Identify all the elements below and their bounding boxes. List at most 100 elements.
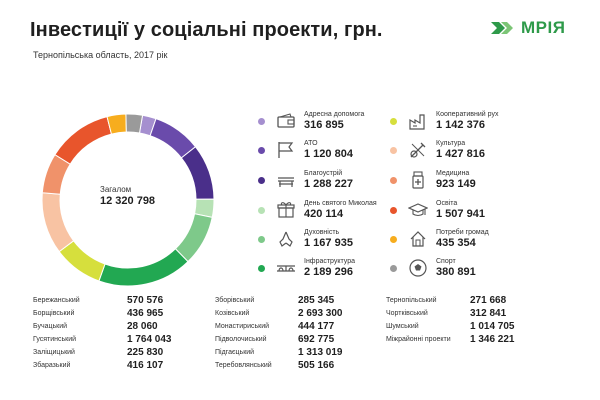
district-value: 271 668 <box>470 295 507 306</box>
district-name: Зборівський <box>215 297 255 304</box>
donut-slice-3 <box>180 146 215 200</box>
table-row: Шумський <box>386 323 419 330</box>
legend-item: Благоустрій 1 288 227 <box>258 170 353 190</box>
donut-slice-8 <box>41 192 75 253</box>
legend-value: 435 354 <box>436 237 476 249</box>
legend-item: Медицина 923 149 <box>390 170 476 190</box>
table-row: Теребовлянський <box>215 362 272 369</box>
legend-swatch <box>258 146 265 154</box>
district-name: Монастириський <box>215 322 270 330</box>
table-row: Бережанський <box>33 297 80 304</box>
soccer-ball-icon <box>409 259 427 277</box>
wallet-icon <box>277 113 295 128</box>
legend-value: 923 149 <box>436 178 476 190</box>
district-value: 444 177 <box>298 320 335 332</box>
district-value: 1 014 705 <box>470 320 515 332</box>
district-value: 436 965 <box>127 307 164 319</box>
district-name: Чортківський <box>386 309 428 317</box>
legend-swatch <box>390 206 397 214</box>
district-value: 1 313 019 <box>298 346 343 358</box>
district-value: 2 693 300 <box>298 307 343 319</box>
legend-item: Культура 1 427 816 <box>390 140 485 160</box>
legend-value: 1 142 376 <box>436 119 485 131</box>
praying-hands-icon <box>279 231 293 247</box>
district-value: 1 346 221 <box>470 333 515 345</box>
district-value: 505 166 <box>298 359 335 371</box>
table-row: Міжрайонні проекти <box>386 336 451 343</box>
legend-swatch <box>390 235 397 243</box>
legend-label: Потреби громад <box>436 229 489 236</box>
legend-label: Культура <box>436 140 466 147</box>
legend-value: 1 120 804 <box>304 148 353 160</box>
legend-swatch <box>390 117 397 125</box>
factory-icon <box>409 114 425 130</box>
table-row: Збаразький <box>33 362 70 369</box>
legend-swatch <box>258 206 265 214</box>
table-row: Заліщицький <box>33 349 75 356</box>
legend-item: АТО 1 120 804 <box>258 140 353 160</box>
legend-value: 2 189 296 <box>304 266 353 278</box>
brand-name: МРІЯ <box>521 18 566 37</box>
legend-value: 1 507 941 <box>436 208 485 220</box>
total-label: Загалом <box>100 185 132 194</box>
legend-item: Спорт 380 891 <box>390 258 476 278</box>
legend-value: 420 114 <box>304 208 344 220</box>
legend-item: Духовність 1 167 935 <box>258 229 353 249</box>
donut-slice-10 <box>54 115 113 165</box>
page-title: Інвестиції у соціальні проекти, грн. <box>30 19 383 41</box>
district-value: 416 107 <box>127 359 164 371</box>
legend-label: Спорт <box>436 258 456 265</box>
district-name: Козівський <box>215 309 250 317</box>
legend-swatch <box>258 264 265 272</box>
donut-slice-12 <box>125 113 144 134</box>
legend-label: Кооперативний рух <box>436 111 499 118</box>
bench-icon <box>278 177 294 187</box>
district-name: Заліщицький <box>33 348 75 356</box>
legend-label: Адресна допомога <box>304 111 365 118</box>
legend-value: 380 891 <box>436 266 476 278</box>
legend-item: Інфраструктура 2 189 296 <box>258 258 355 278</box>
table-row: Козівський <box>215 310 249 317</box>
district-name: Збаразький <box>33 361 71 369</box>
legend-label: Духовність <box>304 229 340 236</box>
district-value: 1 764 043 <box>127 333 172 345</box>
legend-label: Освіта <box>436 200 458 207</box>
table-row: Тернопільський <box>386 297 437 304</box>
district-name: Тернопільський <box>386 297 437 304</box>
violin-icon <box>410 142 426 158</box>
district-value: 28 060 <box>127 320 158 332</box>
flag-icon <box>278 142 294 158</box>
total-value: 12 320 798 <box>100 195 156 207</box>
legend-label: АТО <box>304 140 318 147</box>
table-row: Монастириський <box>215 323 269 330</box>
legend-item: Потреби громад 435 354 <box>390 229 489 249</box>
district-value: 570 576 <box>127 295 164 306</box>
district-name: Підволочиський <box>215 335 267 343</box>
table-row: Підволочиський <box>215 336 267 343</box>
leaf-logo-icon <box>491 22 513 34</box>
legend-swatch <box>258 176 265 184</box>
district-name: Бережанський <box>33 297 80 304</box>
legend-label: Медицина <box>436 170 470 177</box>
table-row: Гусятинський <box>33 336 76 343</box>
district-value: 692 775 <box>298 333 335 345</box>
legend-swatch <box>258 235 265 243</box>
legend-value: 316 895 <box>304 119 344 131</box>
donut-slice-6 <box>98 248 189 287</box>
district-name: Борщівський <box>33 309 75 317</box>
legend-swatch <box>390 146 397 154</box>
table-row: Зборівський <box>215 297 254 304</box>
legend-value: 1 427 816 <box>436 148 485 160</box>
brand-logo: МРІЯ <box>491 18 565 38</box>
district-name: Міжрайонні проекти <box>386 335 451 343</box>
legend-value: 1 167 935 <box>304 237 353 249</box>
graduation-cap-icon <box>408 203 428 217</box>
district-name: Теребовлянський <box>215 361 272 369</box>
medicine-icon <box>412 171 424 189</box>
legend-item: Освіта 1 507 941 <box>390 200 485 220</box>
district-value: 312 841 <box>470 307 507 319</box>
gift-icon <box>277 202 295 218</box>
bridge-icon <box>277 265 295 272</box>
table-row: Підгаєцький <box>215 349 254 356</box>
